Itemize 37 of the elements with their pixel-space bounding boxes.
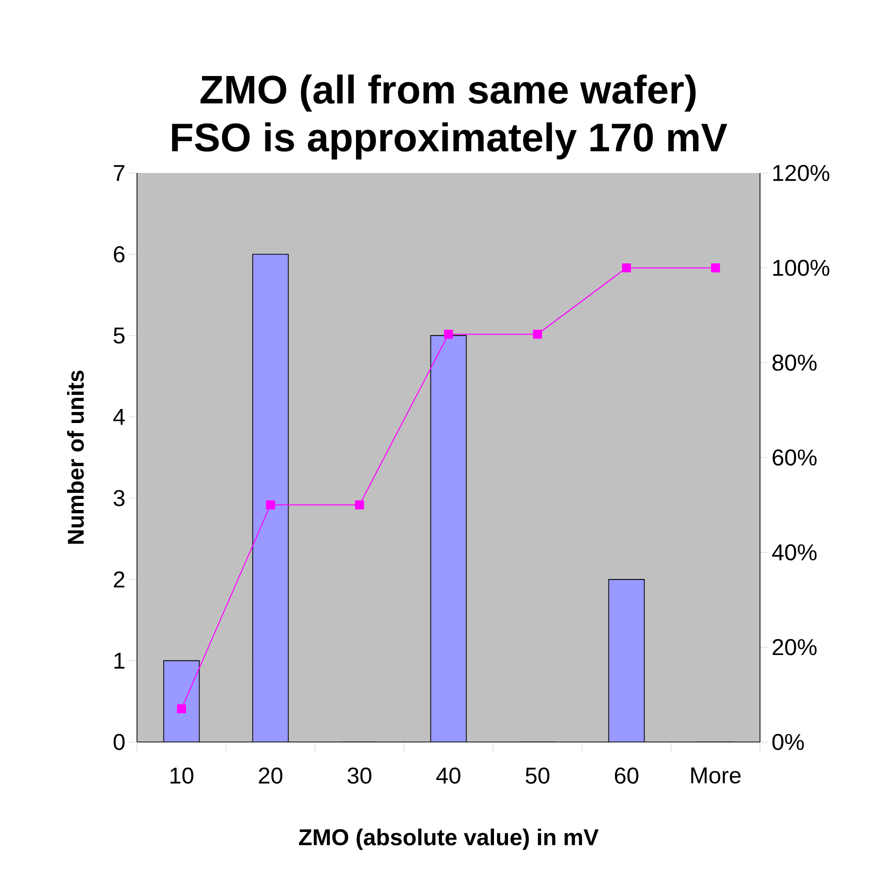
chart-title: ZMO (all from same wafer) <box>200 74 696 112</box>
y-tick-label: 5 <box>114 328 125 344</box>
chart-subtitle: FSO is approximately 170 mV <box>172 122 728 160</box>
y2-tick-label: 40% <box>772 544 817 560</box>
x-axis-title: ZMO (absolute value) in mV <box>298 828 599 850</box>
bar <box>252 254 288 742</box>
y2-tick-label: 0% <box>772 734 804 750</box>
point <box>622 263 632 272</box>
point <box>444 330 454 339</box>
y-tick-label: 0 <box>114 734 125 750</box>
bar <box>608 579 644 742</box>
x-tick-label: 40 <box>436 768 460 784</box>
x-tick-label: 50 <box>526 768 550 784</box>
bar <box>164 660 200 742</box>
y-tick-label: 4 <box>113 408 125 425</box>
point <box>711 263 720 272</box>
y-tick-label: 3 <box>114 490 124 506</box>
x-tick-label: 30 <box>348 768 372 784</box>
x-tick-label: 60 <box>614 768 638 784</box>
x-tick-label: 20 <box>258 768 282 784</box>
y2-tick-label: 100% <box>773 260 830 276</box>
point <box>355 500 364 510</box>
y-axis-title: Number of units <box>67 370 84 544</box>
y-tick-label: 2 <box>114 571 124 588</box>
y-tick-label: 7 <box>114 165 124 181</box>
y2-tick-label: 60% <box>772 449 817 466</box>
y2-tick-label: 120% <box>773 164 830 182</box>
point <box>266 500 276 510</box>
y2-tick-label: 20% <box>772 639 817 656</box>
x-tick-label: More <box>691 768 741 784</box>
y2-tick-label: 80% <box>772 354 817 371</box>
x-tick-label: 10 <box>170 768 194 784</box>
y-tick-label: 1 <box>114 652 124 669</box>
bar <box>430 336 466 742</box>
point <box>177 704 186 714</box>
point <box>533 330 542 339</box>
y-tick-label: 6 <box>114 246 124 262</box>
